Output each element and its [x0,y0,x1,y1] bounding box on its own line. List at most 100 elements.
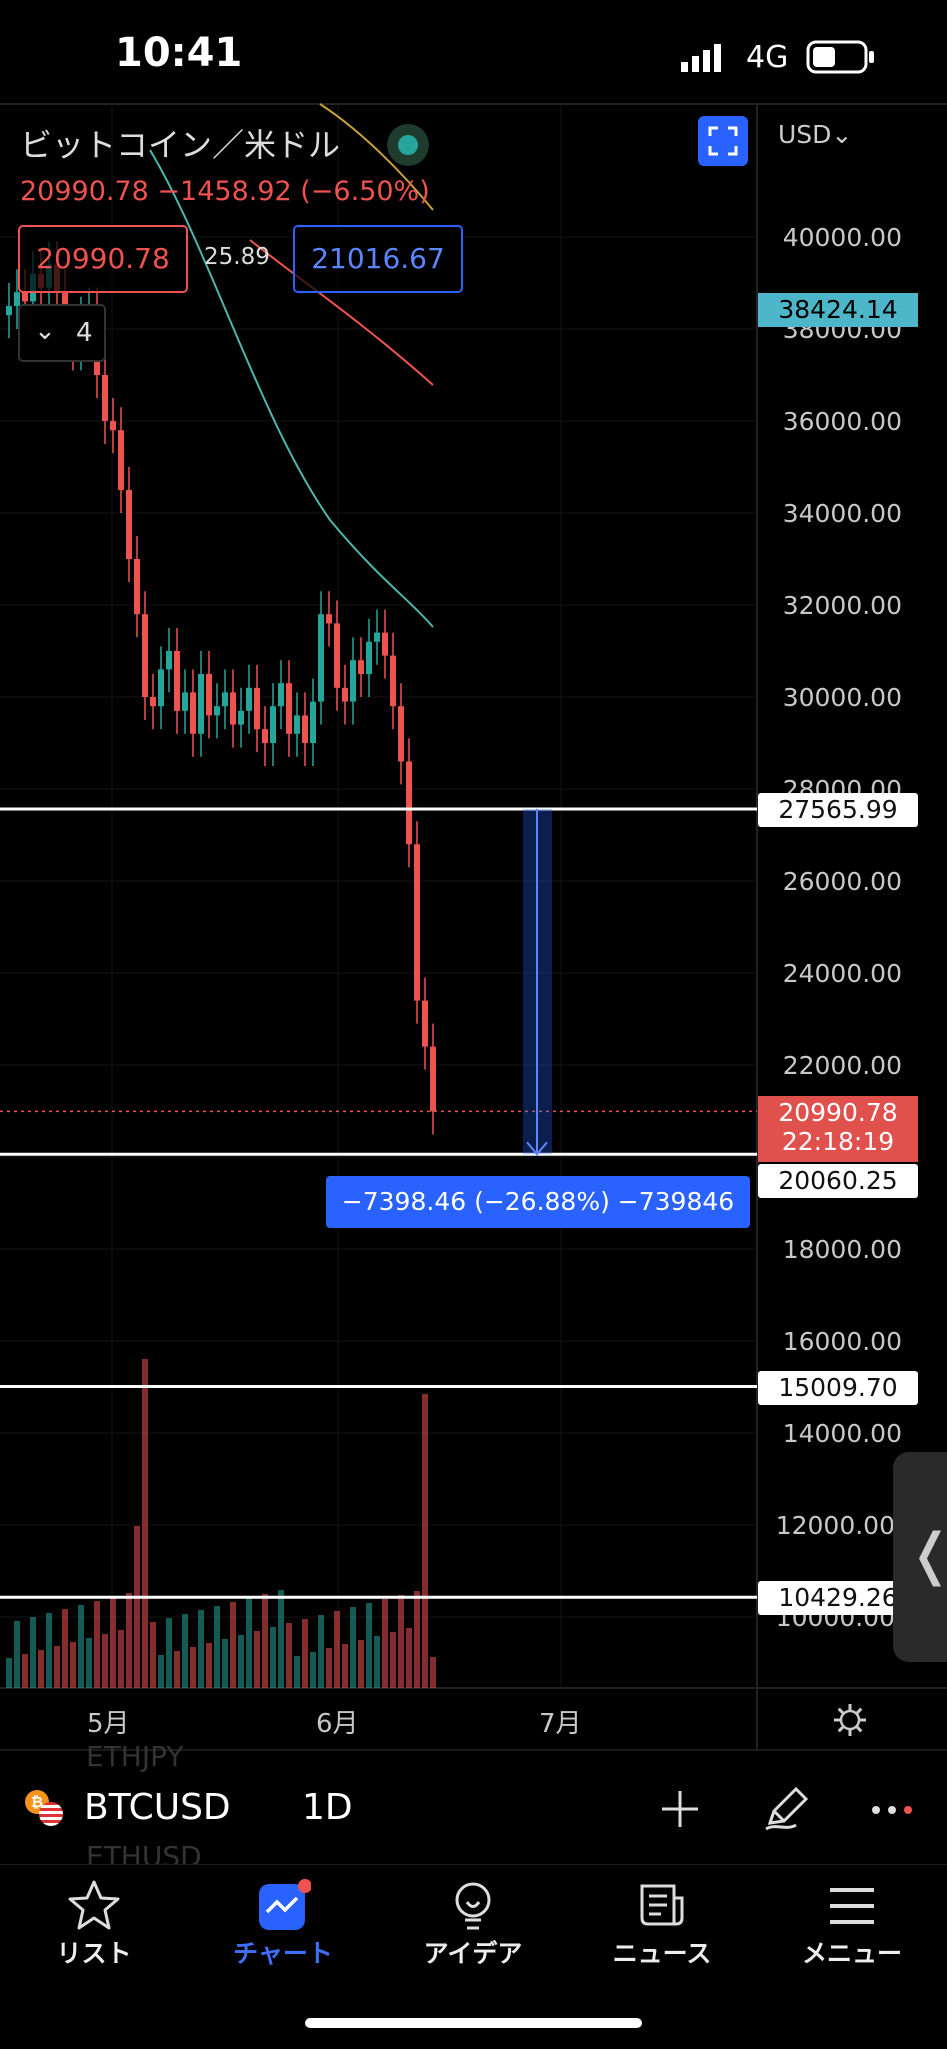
spread-value: 25.89 [204,244,270,270]
candle-body [238,710,244,725]
star-icon [68,1880,120,1930]
tab-menu[interactable]: メニュー [772,1870,932,1970]
candle-body [398,706,404,762]
axis-label: 36000.00 [782,407,902,436]
candle-body [358,660,364,674]
candle-body [174,651,180,711]
volume-bar [350,1607,356,1688]
bar-countdown: 22:18:19 [781,1127,895,1156]
volume-bar [414,1591,420,1688]
symbol-flag-icon: ₿ [25,1790,65,1826]
volume-bar [150,1622,156,1688]
indicators-toggle[interactable]: ⌄ 4 [18,304,106,362]
volume-bar [126,1593,132,1688]
ma-red-line [249,239,434,386]
last-price: 20990.78 [778,1098,898,1127]
candle-body [286,683,292,734]
volume-bar [30,1617,36,1688]
drawing-tool-button[interactable] [762,1783,812,1837]
volume-bar [326,1648,332,1688]
chevron-left-icon: ❬ [907,1522,947,1587]
candle-body [14,292,20,306]
volume-bar [86,1638,92,1688]
price-chart[interactable] [0,0,947,1760]
volume-bar [406,1628,412,1688]
volume-bar [38,1650,44,1688]
ma-yellow-line [319,103,434,211]
measure-arrow-head [526,1141,548,1156]
symbol-selector[interactable]: BTCUSD [84,1787,231,1828]
candle-body [102,375,108,421]
candle-body [302,715,308,743]
volume-bar [246,1598,252,1688]
tab-news[interactable]: ニュース [582,1870,742,1970]
volume-bar [70,1642,76,1688]
gear-icon [834,1704,866,1736]
ohlc-line: 20990.78 −1458.92 (−6.50%) [20,176,430,207]
candle-body [430,1046,436,1112]
tab-label: リスト [56,1939,132,1968]
interval-selector[interactable]: 1D [302,1787,353,1828]
sell-button[interactable]: 20990.78 [18,225,188,293]
add-button[interactable] [656,1785,704,1837]
fullscreen-button[interactable] [698,116,748,166]
volume-bar [174,1651,180,1688]
volume-bar [190,1647,196,1688]
more-dots-icon [872,1806,912,1814]
candle-body [318,614,324,702]
buy-price: 21016.67 [311,242,445,275]
ma-teal-line [149,149,434,628]
candle-body [254,687,260,730]
status-time: 10:41 [115,30,243,76]
tab-chart[interactable]: チャート [203,1870,363,1970]
tab-list[interactable]: リスト [14,1870,174,1970]
candle-body [374,632,380,642]
candle-body [126,490,132,559]
tab-label: アイデア [423,1939,523,1968]
axis-label: 40000.00 [782,223,902,252]
candle-body [22,292,28,302]
tab-ideas[interactable]: アイデア [393,1870,553,1970]
volume-bar [358,1640,364,1688]
buy-button[interactable]: 21016.67 [293,225,463,293]
volume-bar [22,1654,28,1688]
candle-body [6,306,12,316]
candle-body [158,669,164,707]
candle-body [310,701,316,743]
volume-bar [62,1609,68,1688]
volume-bar [222,1639,228,1688]
volume-bar [262,1594,268,1688]
sell-price: 20990.78 [36,242,170,275]
last-price-badge: 20990.78 22:18:19 [758,1096,918,1162]
hline-price-badge: 10429.26 [758,1581,918,1615]
currency-label: USD [778,120,832,149]
chevron-down-icon: ⌄ [831,120,853,149]
volume-bar [118,1630,124,1688]
news-icon [640,1884,684,1926]
candle-body [142,614,148,697]
volume-bar [382,1599,388,1688]
hline-price-badge: 15009.70 [758,1371,918,1405]
axis-label: 16000.00 [782,1327,902,1356]
volume-bar [286,1623,292,1688]
candle-body [222,692,228,707]
axis-label: 32000.00 [782,591,902,620]
hline-price-badge: 27565.99 [758,793,918,827]
candle-body [422,1000,428,1047]
tab-label: ニュース [612,1939,712,1968]
volume-bar [158,1655,164,1688]
candle-body [406,761,412,845]
candle-body [262,729,268,743]
more-button[interactable] [870,1800,914,1824]
chart-settings-button[interactable] [830,1700,870,1744]
home-indicator [305,2018,642,2028]
volume-bar [230,1602,236,1688]
currency-selector[interactable]: USD⌄ [778,120,852,149]
volume-bar [110,1597,116,1688]
volume-bar [78,1605,84,1688]
side-drawer-handle[interactable]: ❬ [893,1452,947,1662]
tab-label: メニュー [801,1939,902,1968]
volume-bar [342,1644,348,1688]
volume-bar [270,1627,276,1688]
pen-icon [765,1786,809,1831]
